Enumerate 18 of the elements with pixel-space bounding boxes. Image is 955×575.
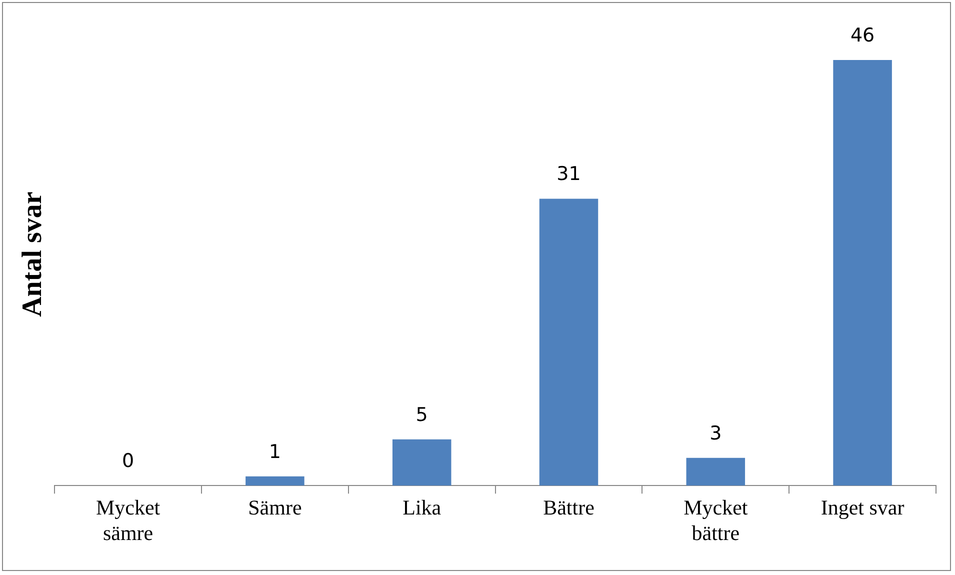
x-tick-label: Lika xyxy=(402,496,442,520)
x-tick-label: Bättre xyxy=(543,496,594,520)
data-label: 5 xyxy=(416,404,428,426)
data-label: 3 xyxy=(710,422,722,444)
x-tick-label: Mycket bättre xyxy=(684,496,748,545)
x-tick-label: Mycket sämre xyxy=(96,496,160,545)
bar xyxy=(539,198,598,486)
data-label: 1 xyxy=(268,440,281,463)
data-label: 0 xyxy=(122,450,134,472)
bar xyxy=(833,60,892,486)
bar xyxy=(686,458,746,486)
data-label: 31 xyxy=(556,163,581,186)
x-tick-label: Inget svar xyxy=(820,496,904,520)
data-label: 46 xyxy=(850,24,875,46)
bar xyxy=(246,476,304,486)
bar xyxy=(392,439,452,486)
y-axis-title: Antal svar xyxy=(17,192,48,317)
x-tick-label: Sämre xyxy=(248,496,302,520)
